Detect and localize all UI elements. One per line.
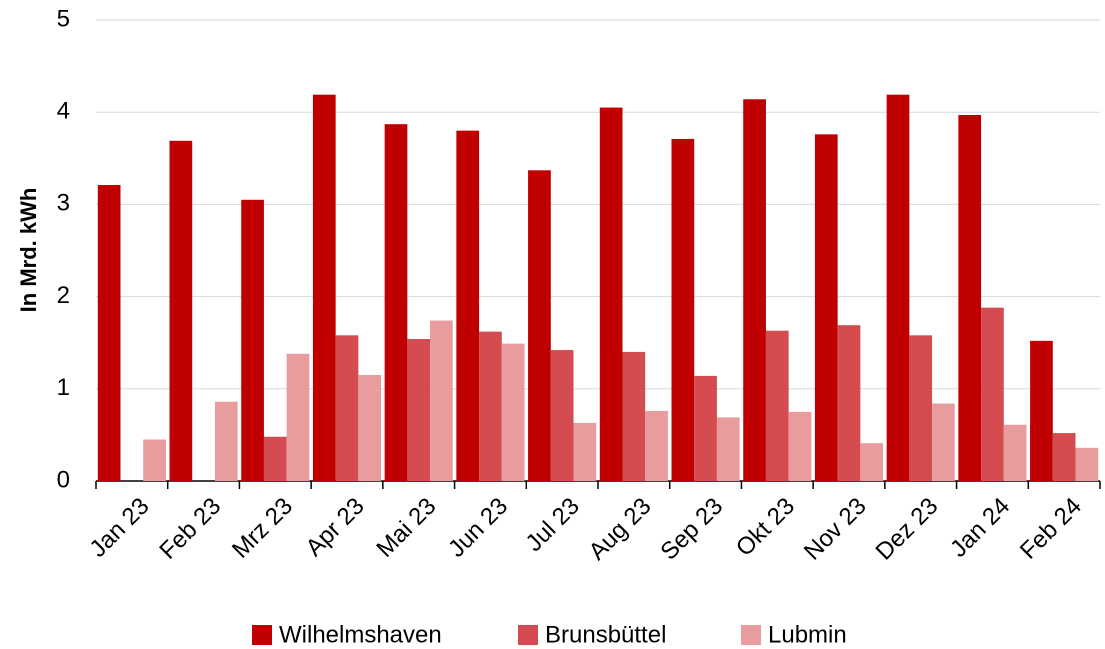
x-tick-label: Feb 23 — [154, 493, 226, 565]
legend-label: Brunsbüttel — [545, 621, 666, 648]
bar — [263, 436, 287, 481]
bar — [169, 140, 193, 482]
bar — [788, 411, 812, 481]
bar — [645, 410, 668, 481]
bar — [286, 353, 310, 481]
legend-label: Lubmin — [768, 621, 847, 648]
bar — [214, 401, 238, 481]
y-tick-label: 5 — [57, 5, 70, 32]
bar — [622, 351, 646, 481]
bar — [671, 138, 695, 482]
x-tick-label: Okt 23 — [731, 493, 800, 562]
bar — [1075, 447, 1099, 481]
x-tick-label: Dez 23 — [871, 493, 944, 566]
x-tick-label: Feb 24 — [1015, 493, 1087, 565]
x-tick-label: Mrz 23 — [227, 493, 298, 564]
legend-swatch — [252, 625, 272, 645]
bar — [1052, 433, 1076, 481]
bar — [932, 403, 955, 481]
bar — [860, 443, 884, 481]
bar — [456, 130, 480, 481]
legend-swatch — [741, 625, 761, 645]
bar — [716, 417, 740, 481]
x-tick-label: Aug 23 — [584, 493, 657, 566]
bar — [981, 307, 1004, 481]
bar — [97, 185, 121, 481]
bar — [430, 320, 453, 481]
bar — [909, 335, 933, 481]
bar — [384, 124, 408, 481]
bar — [407, 339, 431, 481]
legend-swatch — [518, 625, 538, 645]
y-tick-label: 1 — [57, 374, 70, 401]
bar — [1030, 340, 1053, 481]
bar — [814, 134, 838, 481]
x-tick-label: Jan 23 — [85, 493, 155, 563]
bar — [694, 375, 717, 481]
bar — [599, 107, 623, 481]
y-axis-label: In Mrd. kWh — [16, 188, 41, 313]
bar — [143, 439, 166, 481]
bar — [573, 422, 597, 481]
x-tick-label: Jun 23 — [443, 493, 513, 563]
bar — [335, 335, 359, 481]
y-tick-label: 4 — [57, 98, 70, 125]
bar — [886, 94, 910, 481]
legend-label: Wilhelmshaven — [279, 621, 442, 648]
x-tick-label: Nov 23 — [799, 493, 872, 566]
x-tick-label: Apr 23 — [301, 493, 370, 562]
y-tick-label: 3 — [57, 190, 70, 217]
y-tick-label: 0 — [57, 466, 70, 493]
bar — [743, 99, 766, 482]
bar — [837, 325, 861, 481]
bar — [528, 170, 551, 481]
x-tick-label: Jul 23 — [520, 493, 584, 557]
bar — [550, 350, 574, 481]
x-tick-label: Sep 23 — [655, 493, 728, 566]
bar — [241, 199, 264, 482]
bar — [958, 114, 982, 481]
bar — [358, 374, 382, 481]
x-tick-label: Jan 24 — [945, 493, 1015, 563]
bar — [501, 343, 525, 481]
bar — [312, 94, 336, 481]
bar — [765, 330, 789, 481]
bar — [479, 331, 502, 481]
x-tick-label: Mai 23 — [371, 493, 441, 563]
y-tick-label: 2 — [57, 282, 70, 309]
bar — [1003, 424, 1027, 481]
